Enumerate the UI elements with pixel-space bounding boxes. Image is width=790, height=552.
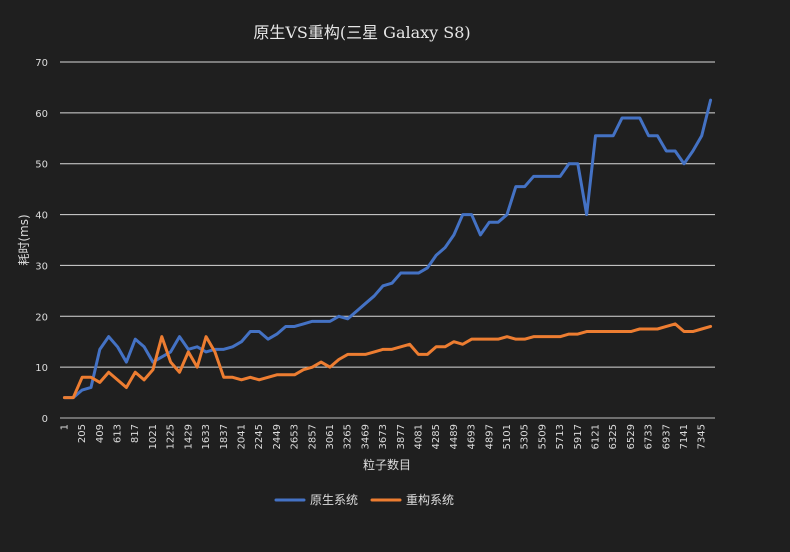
- x-tick-label: 3673: [378, 424, 389, 449]
- x-tick-label: 5713: [555, 424, 566, 449]
- x-tick-label: 7345: [697, 424, 708, 449]
- legend-label: 原生系统: [310, 493, 358, 507]
- x-tick-label: 5509: [537, 424, 548, 449]
- x-tick-label: 4081: [413, 424, 424, 449]
- x-tick-label: 2857: [307, 424, 318, 449]
- x-tick-label: 1021: [148, 424, 159, 449]
- legend-label: 重构系统: [406, 492, 454, 507]
- x-tick-label: 817: [130, 424, 141, 443]
- chart-title: 原生VS重构(三星 Galaxy S8): [253, 23, 470, 42]
- x-tick-label: 1225: [166, 424, 177, 449]
- x-tick-label: 3061: [325, 424, 336, 449]
- y-tick-label: 70: [35, 58, 48, 69]
- x-tick-label: 4489: [449, 424, 460, 449]
- x-tick-label: 2245: [254, 424, 265, 449]
- x-tick-label: 2449: [272, 424, 283, 449]
- x-axis-label: 粒子数目: [363, 457, 411, 472]
- series-line-2: [64, 324, 710, 398]
- x-tick-label: 5101: [502, 424, 513, 449]
- y-tick-label: 60: [35, 109, 48, 120]
- x-tick-label: 4693: [467, 424, 478, 449]
- x-tick-label: 4285: [431, 424, 442, 449]
- series-line-1: [64, 100, 710, 398]
- x-tick-label: 6121: [591, 424, 602, 449]
- y-tick-label: 20: [35, 312, 48, 323]
- x-tick-label: 6325: [608, 424, 619, 449]
- x-tick-label: 3877: [396, 424, 407, 449]
- x-tick-label: 1429: [183, 424, 194, 449]
- x-tick-label: 4897: [484, 424, 495, 449]
- x-tick-label: 6733: [644, 424, 655, 449]
- x-tick-label: 2041: [236, 424, 247, 449]
- x-tick-label: 3265: [343, 424, 354, 449]
- x-tick-label: 3469: [360, 424, 371, 449]
- series-lines: [64, 100, 710, 398]
- x-tick-label: 613: [113, 424, 124, 443]
- x-tick-label: 6529: [626, 424, 637, 449]
- x-tick-label: 1837: [219, 424, 230, 449]
- x-tick-label: 1: [59, 424, 70, 430]
- x-tick-label: 2653: [290, 424, 301, 449]
- y-tick-label: 10: [35, 363, 48, 374]
- x-tick-label: 1633: [201, 424, 212, 449]
- x-tick-label: 205: [77, 424, 88, 443]
- x-tick-label: 409: [95, 424, 106, 443]
- x-tick-label: 5305: [520, 424, 531, 449]
- y-tick-label: 50: [35, 160, 48, 171]
- x-axis-ticks: 1 205 409 613 817 1021 1225 1429 1633 1837 2041 224…: [59, 424, 707, 449]
- x-tick-label: 7141: [679, 424, 690, 449]
- y-tick-label: 30: [35, 261, 48, 272]
- y-axis-label: 耗时(ms): [17, 214, 31, 265]
- x-tick-label: 5917: [573, 424, 584, 449]
- x-tick-label: 6937: [661, 424, 672, 449]
- y-tick-label: 0: [42, 414, 48, 425]
- gridlines: [60, 62, 715, 418]
- y-tick-label: 40: [35, 211, 48, 222]
- y-axis-ticks: 0 10 20 30 40 50 60 70: [35, 58, 48, 425]
- legend: 原生系统 重构系统: [276, 492, 454, 507]
